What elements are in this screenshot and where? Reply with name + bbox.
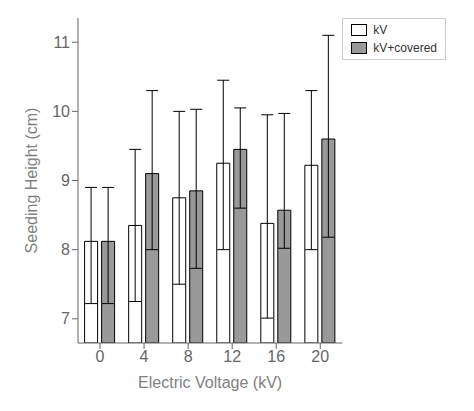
svg-text:4: 4 (140, 348, 149, 365)
svg-text:8: 8 (184, 348, 193, 365)
svg-text:0: 0 (96, 348, 105, 365)
svg-text:8: 8 (61, 241, 70, 258)
svg-text:16: 16 (267, 348, 285, 365)
html-text:kV: kV (373, 23, 388, 37)
svg-text:Electric Voltage (kV): Electric Voltage (kV) (138, 374, 282, 391)
svg-text:7: 7 (61, 310, 70, 327)
svg-text:11: 11 (53, 34, 70, 51)
svg-text:9: 9 (61, 172, 70, 189)
svg-text:12: 12 (223, 348, 241, 365)
svg-text:20: 20 (311, 348, 329, 365)
svg-text:Seeding Height (cm): Seeding Height (cm) (23, 108, 40, 254)
html-text:kV+covered: kV+covered (373, 41, 437, 55)
svg-text:10: 10 (52, 103, 70, 120)
